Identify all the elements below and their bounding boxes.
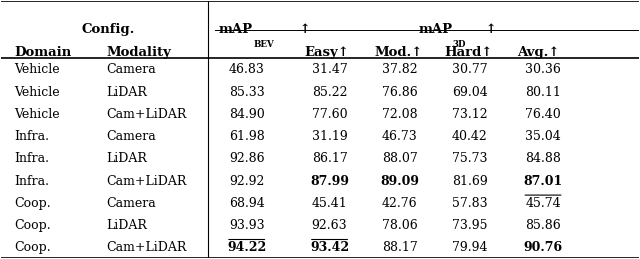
Text: 75.73: 75.73 [452, 152, 488, 165]
Text: 45.74: 45.74 [525, 197, 561, 210]
Text: 84.88: 84.88 [525, 152, 561, 165]
Text: 93.93: 93.93 [229, 219, 264, 232]
Text: 85.22: 85.22 [312, 86, 348, 99]
Text: Cam+LiDAR: Cam+LiDAR [106, 108, 187, 121]
Text: 69.04: 69.04 [452, 86, 488, 99]
Text: Mod.↑: Mod.↑ [374, 46, 422, 59]
Text: Coop.: Coop. [14, 197, 51, 210]
Text: Camera: Camera [106, 63, 156, 76]
Text: ↑: ↑ [481, 23, 497, 36]
Text: 77.60: 77.60 [312, 108, 348, 121]
Text: 88.07: 88.07 [382, 152, 417, 165]
Text: 76.40: 76.40 [525, 108, 561, 121]
Text: 90.76: 90.76 [524, 241, 563, 254]
Text: 79.94: 79.94 [452, 241, 488, 254]
Text: 73.95: 73.95 [452, 219, 488, 232]
Text: Camera: Camera [106, 197, 156, 210]
Text: 46.83: 46.83 [228, 63, 265, 76]
Text: Infra.: Infra. [14, 152, 49, 165]
Text: LiDAR: LiDAR [106, 86, 147, 99]
Text: Coop.: Coop. [14, 219, 51, 232]
Text: 84.90: 84.90 [229, 108, 264, 121]
Text: Coop.: Coop. [14, 241, 51, 254]
Text: 30.36: 30.36 [525, 63, 561, 76]
Text: 73.12: 73.12 [452, 108, 488, 121]
Text: 94.22: 94.22 [227, 241, 266, 254]
Text: 92.92: 92.92 [229, 175, 264, 188]
Text: 45.41: 45.41 [312, 197, 348, 210]
Text: 68.94: 68.94 [229, 197, 264, 210]
Text: Avg.↑: Avg.↑ [518, 46, 560, 59]
Text: 86.17: 86.17 [312, 152, 348, 165]
Text: 76.86: 76.86 [382, 86, 417, 99]
Text: 31.47: 31.47 [312, 63, 348, 76]
Text: 81.69: 81.69 [452, 175, 488, 188]
Text: 35.04: 35.04 [525, 130, 561, 143]
Text: Cam+LiDAR: Cam+LiDAR [106, 175, 187, 188]
Text: Domain: Domain [14, 46, 72, 59]
Text: Vehicle: Vehicle [14, 63, 60, 76]
Text: Infra.: Infra. [14, 130, 49, 143]
Text: ↑: ↑ [294, 23, 310, 36]
Text: 42.76: 42.76 [382, 197, 417, 210]
Text: LiDAR: LiDAR [106, 219, 147, 232]
Text: 40.42: 40.42 [452, 130, 488, 143]
Text: 92.63: 92.63 [312, 219, 348, 232]
Text: 85.86: 85.86 [525, 219, 561, 232]
Text: Easy↑: Easy↑ [304, 46, 349, 59]
Text: 57.83: 57.83 [452, 197, 488, 210]
Text: 46.73: 46.73 [382, 130, 417, 143]
Text: 30.77: 30.77 [452, 63, 488, 76]
Text: Cam+LiDAR: Cam+LiDAR [106, 241, 187, 254]
Text: Hard↑: Hard↑ [444, 46, 493, 59]
Text: Modality: Modality [106, 46, 172, 59]
Text: 78.06: 78.06 [382, 219, 417, 232]
Text: 80.11: 80.11 [525, 86, 561, 99]
Text: 72.08: 72.08 [382, 108, 417, 121]
Text: mAP: mAP [219, 23, 253, 36]
Text: Config.: Config. [81, 23, 135, 36]
Text: 87.99: 87.99 [310, 175, 349, 188]
Text: LiDAR: LiDAR [106, 152, 147, 165]
Text: 88.17: 88.17 [382, 241, 417, 254]
Text: 85.33: 85.33 [229, 86, 264, 99]
Text: Vehicle: Vehicle [14, 108, 60, 121]
Text: 93.42: 93.42 [310, 241, 349, 254]
Text: 37.82: 37.82 [382, 63, 417, 76]
Text: 89.09: 89.09 [380, 175, 419, 188]
Text: Camera: Camera [106, 130, 156, 143]
Text: 61.98: 61.98 [229, 130, 264, 143]
Text: 92.86: 92.86 [229, 152, 264, 165]
Text: 87.01: 87.01 [524, 175, 563, 188]
Text: 3D: 3D [452, 40, 466, 49]
Text: Infra.: Infra. [14, 175, 49, 188]
Text: mAP: mAP [418, 23, 452, 36]
Text: BEV: BEV [253, 40, 274, 49]
Text: Vehicle: Vehicle [14, 86, 60, 99]
Text: 31.19: 31.19 [312, 130, 348, 143]
